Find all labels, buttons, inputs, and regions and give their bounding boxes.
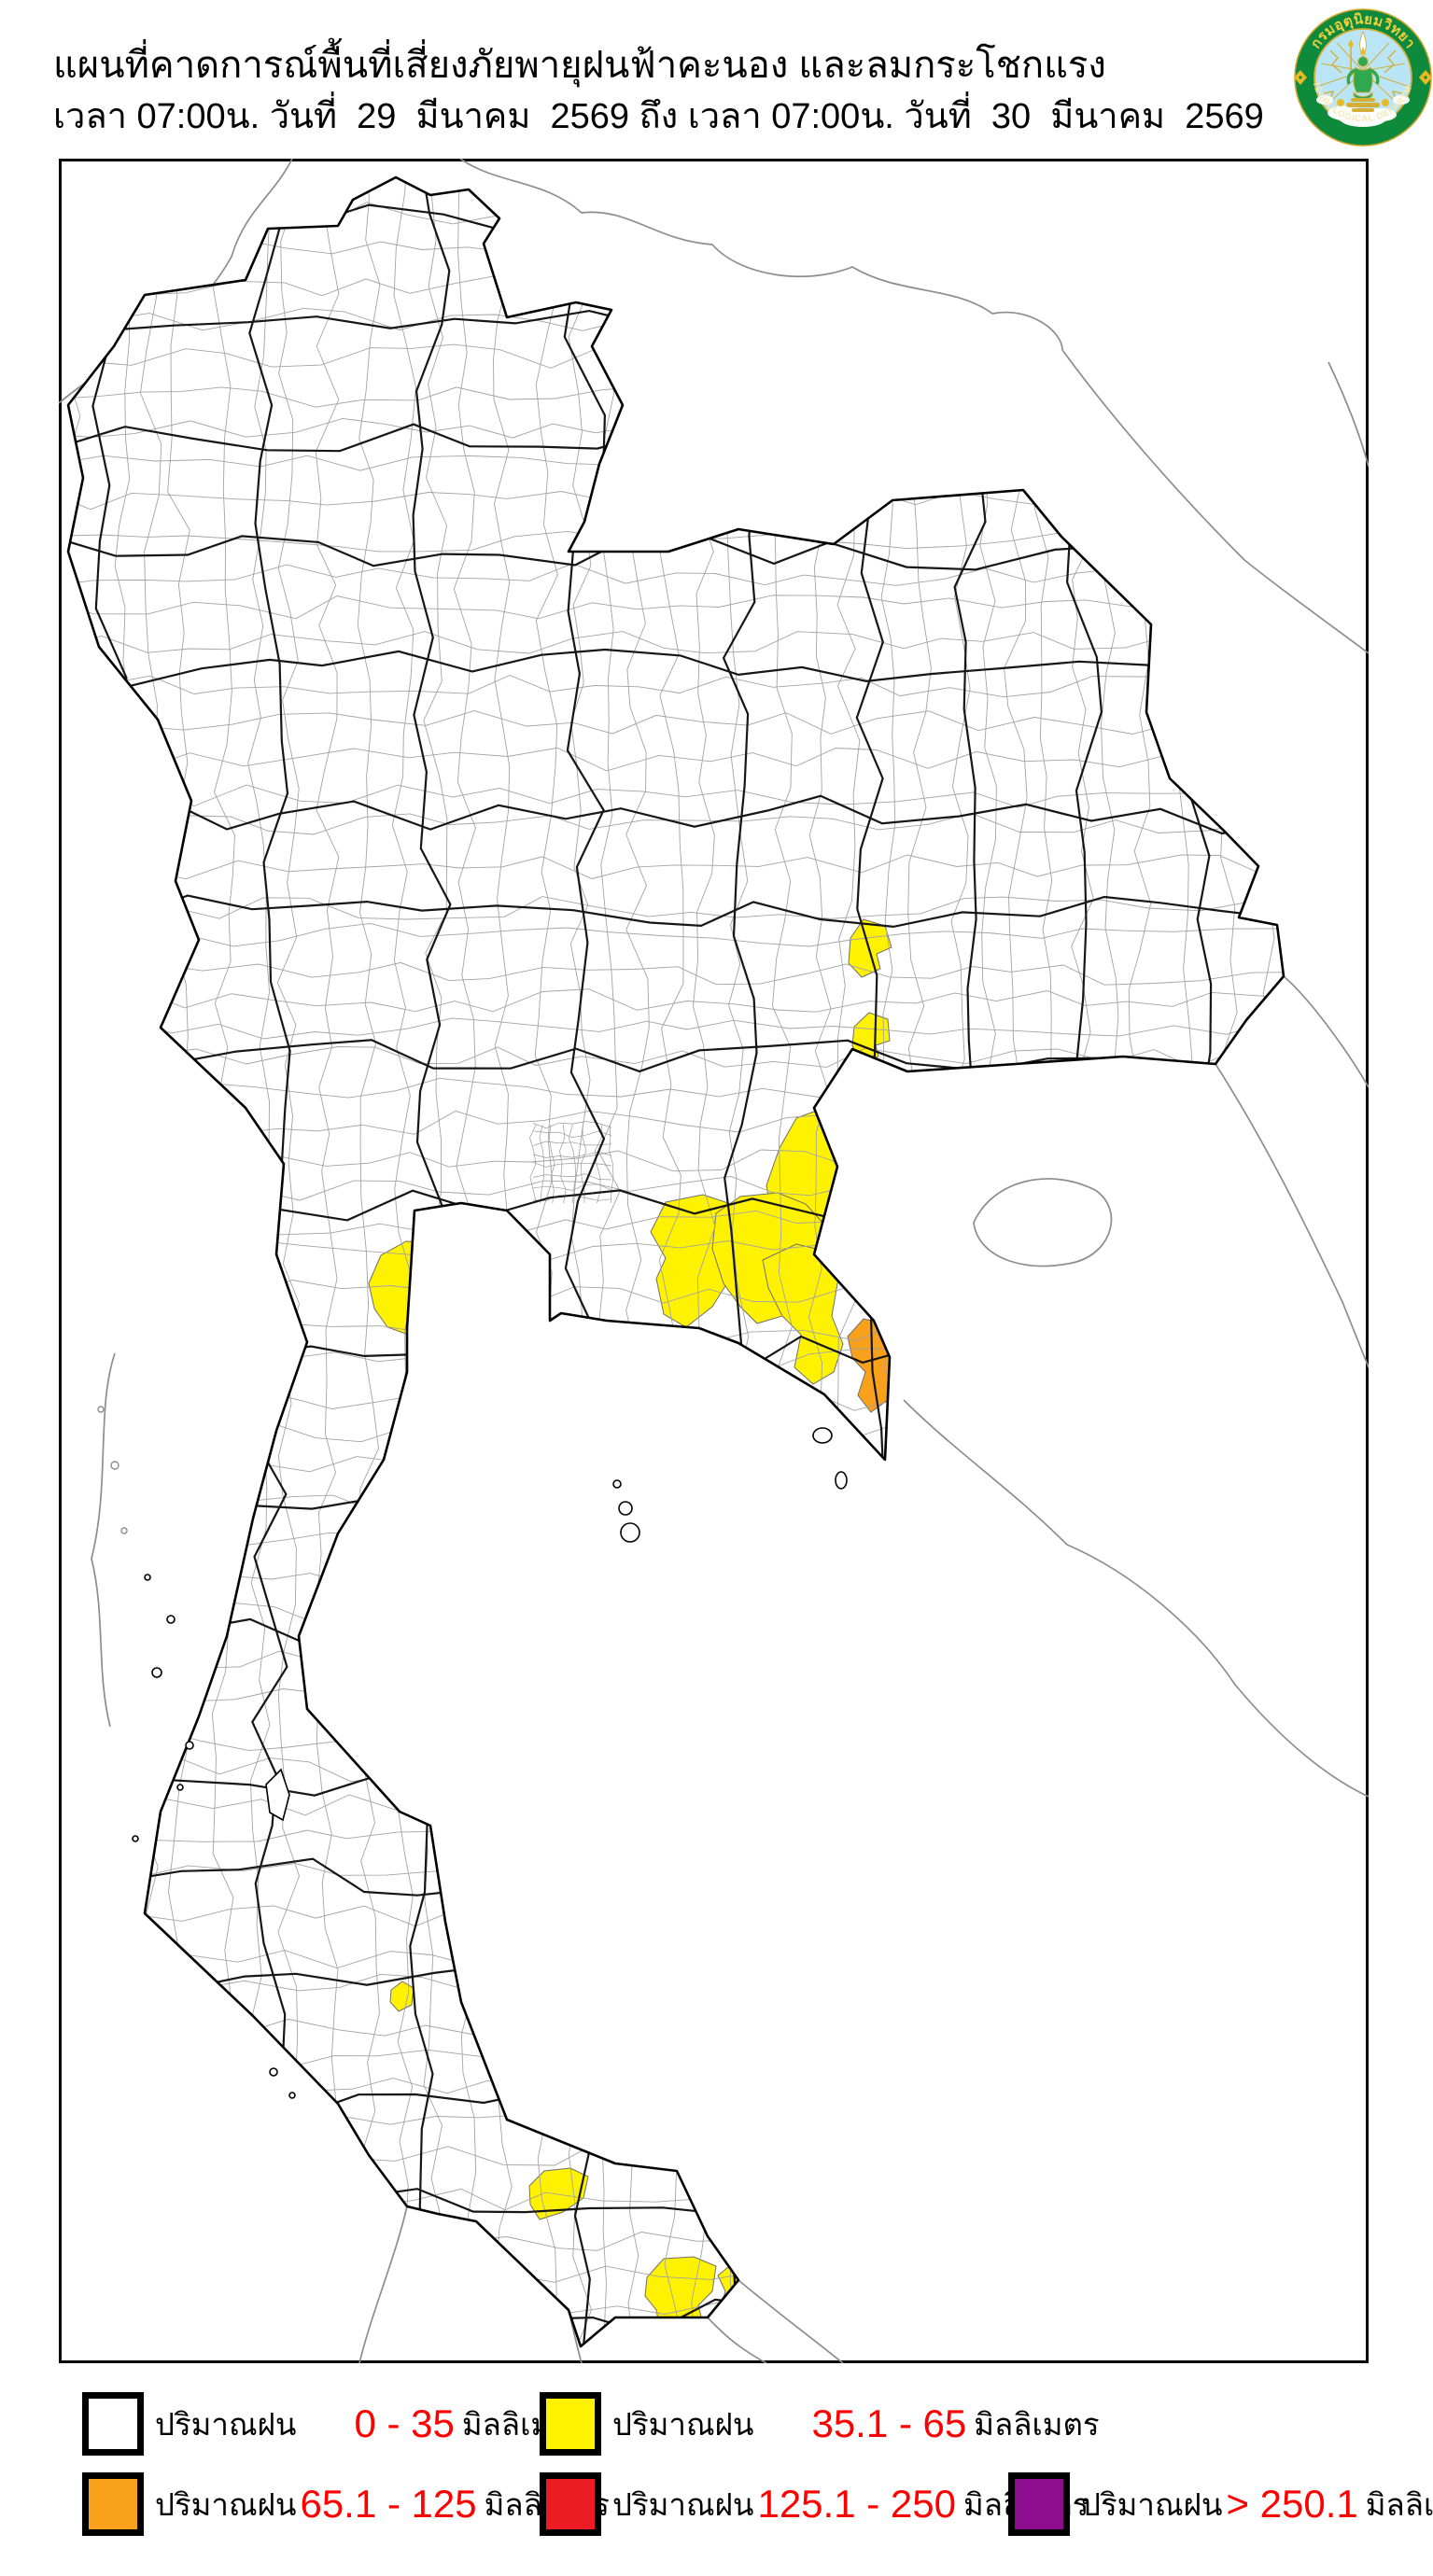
legend-item-over-250: ปริมาณฝน > 250.1 มิลลิเมตร	[1008, 2471, 1433, 2537]
legend-range: 0 - 35	[354, 2401, 455, 2445]
seal-diamond-ornaments	[1294, 70, 1432, 85]
legend-swatch-purple	[1008, 2472, 1070, 2536]
legend-range: 65.1 - 125	[300, 2482, 477, 2526]
map-title: แผนที่คาดการณ์พื้นที่เสี่ยงภัยพายุฝนฟ้าค…	[53, 45, 1106, 86]
legend-swatch-red	[540, 2472, 601, 2536]
legend-swatch-yellow	[540, 2392, 601, 2456]
lightning-icon	[1323, 49, 1403, 100]
legend-unit: มิลลิเมตร	[974, 2406, 1100, 2442]
legend-label: ปริมาณฝน	[612, 2486, 754, 2522]
thailand-border	[66, 175, 1285, 2348]
islands	[132, 1427, 848, 2099]
legend-label: ปริมาณฝน	[155, 2406, 297, 2442]
legend-unit: มิลลิเมตร	[1365, 2486, 1433, 2522]
legend-swatch-white	[82, 2392, 144, 2456]
deity-figure	[1337, 30, 1389, 112]
legend-range: > 250.1	[1226, 2482, 1358, 2526]
legend-item-65-125: ปริมาณฝน 65.1 - 125 มิลลิเมตร	[82, 2471, 610, 2537]
pedestal	[1337, 98, 1389, 112]
tmd-logo-seal: กรมอุตุนิยมวิทยา METEOROLOGICAL DEPARTME…	[1293, 7, 1432, 147]
rainfall-legend: ปริมาณฝน 0 - 35 มิลลิเมตร ปริมาณฝน 35.1 …	[0, 2375, 1433, 2576]
map-canvas	[59, 159, 1369, 2363]
legend-range: 125.1 - 250	[757, 2482, 956, 2526]
legend-label: ปริมาณฝน	[1081, 2486, 1223, 2522]
legend-item-35-65: ปริมาณฝน 35.1 - 65 มิลลิเมตร	[540, 2391, 1100, 2457]
risk-area-northeast-spot-1	[848, 918, 892, 978]
legend-item-125-250: ปริมาณฝน 125.1 - 250 มิลลิเมตร	[540, 2471, 1089, 2537]
bangkok-district-cluster	[529, 1121, 614, 1204]
legend-swatch-orange	[82, 2472, 144, 2536]
legend-item-0-35: ปริมาณฝน 0 - 35 มิลลิเมตร	[82, 2391, 587, 2457]
legend-range: 35.1 - 65	[811, 2401, 967, 2445]
legend-label: ปริมาณฝน	[612, 2406, 754, 2442]
map-subtitle: เวลา 07:00น. วันที่ 29 มีนาคม 2569 ถึง เ…	[53, 97, 1264, 136]
risk-area-phang-nga-spot	[389, 1981, 414, 2012]
legend-label: ปริมาณฝน	[155, 2486, 297, 2522]
thailand-map	[59, 159, 1369, 2363]
